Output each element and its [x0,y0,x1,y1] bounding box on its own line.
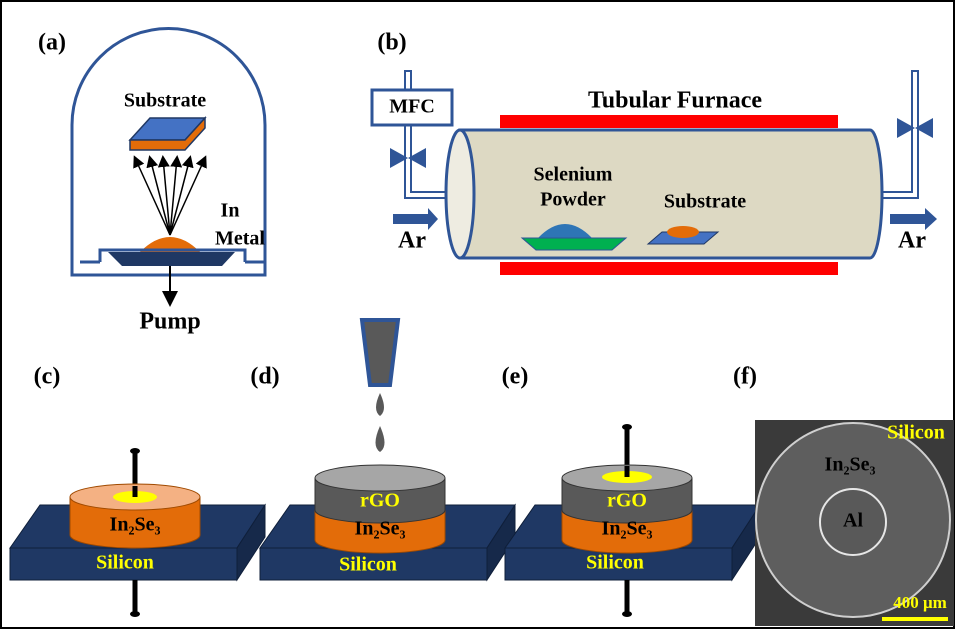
wafer-label: Silicon [887,422,945,444]
selenium [538,224,592,238]
valve [897,118,933,138]
rgo-label: rGO [607,490,647,512]
film-body [69,496,201,549]
gas-arrow [890,208,937,230]
pipe-inner [406,72,917,197]
probe-tip [130,611,140,617]
label: (c) [34,364,61,390]
probe-tip [130,448,140,454]
label: (b) [377,30,406,56]
label: (d) [250,364,279,390]
stage [80,248,265,264]
rgo-top [314,464,446,492]
powder-label: Powder [540,189,606,211]
film-label: In₂Se₃ [355,518,406,540]
drop [375,426,385,452]
panel-f: (f) Silicon In₂Se₃ Al 400 μm [733,364,954,626]
substrate-label: Substrate [124,90,206,112]
label: (e) [502,364,529,390]
probe-tip [622,611,632,617]
gas-arrow [393,208,438,230]
valve [390,148,426,168]
label: (f) [733,364,757,390]
electrode [819,488,887,556]
label: (a) [38,30,66,56]
film-label: In₂Se₃ [825,454,876,476]
film-label: In₂Se₃ [602,518,653,540]
wafer-front [9,547,238,581]
in-metal [140,237,200,252]
wafer-label: Silicon [586,552,644,574]
substrate-label: Substrate [664,191,746,213]
panel-e: (e) rGO In₂Se₃ Silicon [502,364,761,617]
dropper [359,318,401,387]
furnace-label: Tubular Furnace [588,88,762,114]
source-label: In [221,200,240,222]
film-label: In₂Se₃ [110,514,161,536]
panel-d: (d) rGO In₂Se₃ Silicon [250,318,516,582]
wafer-label: Silicon [96,552,154,574]
drop [376,393,384,416]
electrode-label: Al [843,510,863,532]
substrate-film [667,226,699,238]
rgo-label: rGO [360,490,400,512]
panel-a: (a) Substrate In Metal Pump [38,27,267,335]
vapor-arrows [133,155,207,236]
wafer-label: Silicon [339,554,397,576]
wafer-side [236,503,266,582]
panel-b: (b) MFC Tubular Furnace Selenium Powder … [370,30,937,275]
scale-label: 400 μm [893,593,947,612]
mfc-label: MFC [389,96,435,118]
chamber [70,27,267,277]
heater [500,262,838,275]
pump-label: Pump [139,309,200,335]
boat [108,252,235,266]
heater [500,115,838,128]
substrate-side [129,116,206,151]
powder-label: Selenium [534,164,613,186]
probe-tip [622,424,632,430]
mfc-box [370,88,454,127]
gas-label: Ar [898,228,926,254]
boat [520,237,628,251]
source-label: Metal [215,228,265,250]
tube-end [444,128,476,260]
panel-c: (c) In₂Se₃ Silicon [9,364,266,617]
gas-label: Ar [398,228,426,254]
